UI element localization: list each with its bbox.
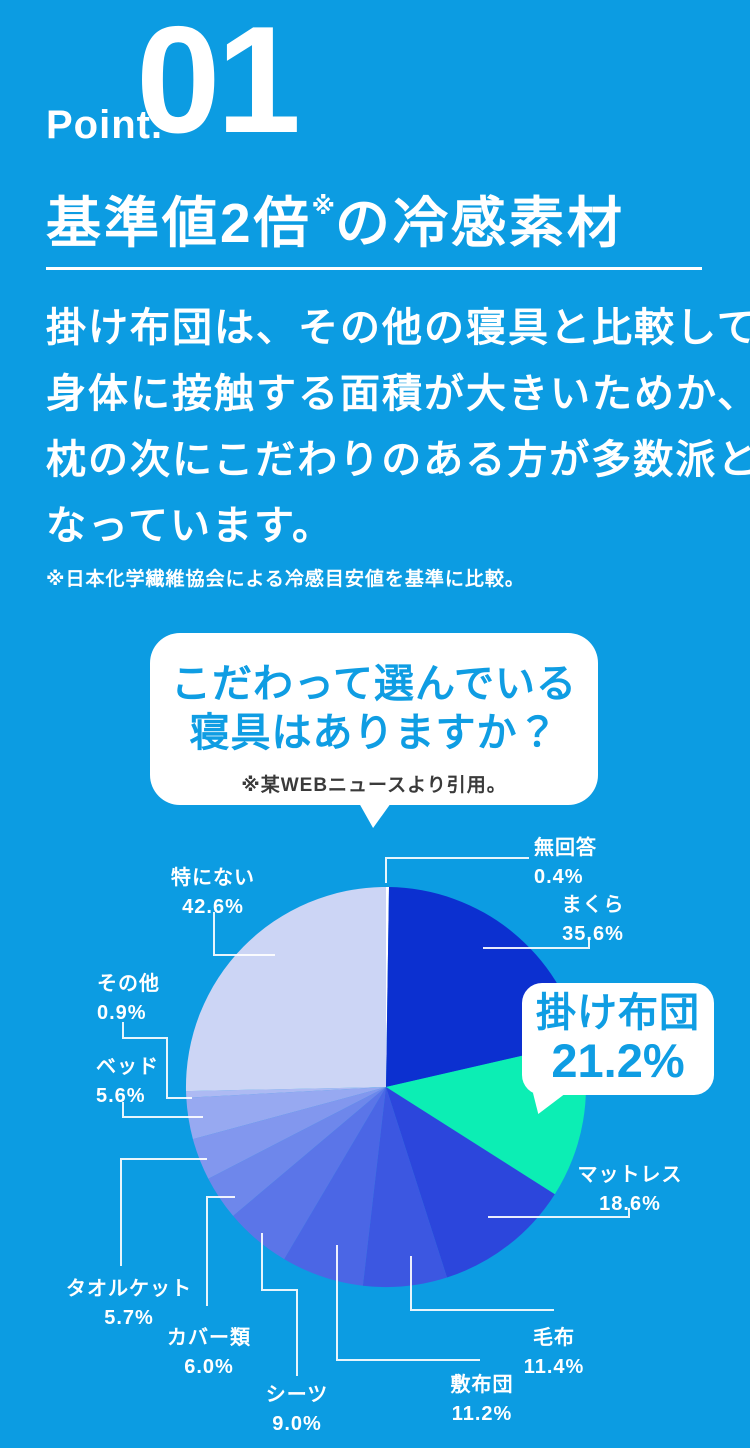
slice-name: まくら <box>561 894 625 916</box>
pie-label-shikibuton: 敷布団 11.2% <box>451 1371 514 1429</box>
slice-name: ベッド <box>96 1056 159 1078</box>
title-note-mark: ※ <box>311 193 335 220</box>
leader-line-bed <box>122 1102 203 1118</box>
slice-name: その他 <box>97 973 160 995</box>
pie-slice-マットレス <box>386 1087 555 1278</box>
point-label: Point. <box>46 103 164 147</box>
slice-name: 毛布 <box>532 1327 575 1349</box>
slice-name: 無回答 <box>534 837 597 859</box>
slice-value: 11.2% <box>451 1403 513 1425</box>
slice-name: シーツ <box>265 1384 329 1406</box>
slice-name: 特にない <box>171 867 255 889</box>
pie-label-other: その他 0.9% <box>97 970 160 1028</box>
intro-line: 枕の次にこだわりのある方が多数派と <box>46 438 750 482</box>
callout-value: 21.2% <box>551 1034 685 1087</box>
bubble-note: ※某WEBニュースより引用。 <box>241 775 507 796</box>
callout-label: 掛け布団 <box>536 991 700 1035</box>
point-number: 01 <box>136 0 301 165</box>
pie-slice-敷布団 <box>284 1087 386 1286</box>
leader-line-covers <box>206 1196 235 1306</box>
title-main: 基準値2倍 <box>46 192 312 254</box>
slice-name: カバー類 <box>167 1327 251 1349</box>
pie-label-blanket: 毛布 11.4% <box>524 1324 585 1382</box>
title-tail: の冷感素材 <box>334 192 625 254</box>
slice-name: マットレス <box>577 1164 683 1186</box>
pie-slice-毛布 <box>362 1087 447 1288</box>
slice-value: 5.6% <box>96 1085 146 1107</box>
bubble-line-1: こだわって選んでいる <box>171 662 577 706</box>
question-bubble: こだわって選んでいる 寝具はありますか？ ※某WEBニュースより引用。 <box>150 633 598 805</box>
slice-name: 敷布団 <box>450 1374 514 1396</box>
leader-line-mattress <box>488 1208 630 1218</box>
intro-line: 身体に接触する面積が大きいためか、 <box>46 372 750 416</box>
slice-value: 35.6% <box>562 923 624 945</box>
leader-lines <box>120 857 630 1376</box>
leader-line-towelket <box>120 1158 207 1266</box>
pie-slice-ベッド <box>186 1087 386 1140</box>
pie-slice-カバー類 <box>208 1087 386 1216</box>
leader-line-none <box>213 912 275 956</box>
pie-label-no-answer: 無回答 0.4% <box>534 834 597 892</box>
slice-name: タオルケット <box>66 1278 192 1300</box>
slice-value: 11.4% <box>523 1356 585 1378</box>
leader-line-blanket <box>410 1256 554 1311</box>
leader-line-sheets <box>261 1233 298 1376</box>
pie-slice-タオルケット <box>192 1087 386 1179</box>
pie-slice-無回答 <box>386 886 389 1087</box>
highlight-callout: 掛け布団 21.2% <box>522 983 714 1095</box>
slice-value: 9.0% <box>272 1413 322 1435</box>
intro-line: 掛け布団は、その他の寝具と比較して <box>46 306 750 350</box>
bubble-line-2: 寝具はありますか？ <box>189 711 559 755</box>
leader-line-no-answer <box>385 857 529 883</box>
slice-value: 18.6% <box>599 1193 661 1215</box>
pie-slice-シーツ <box>233 1087 386 1260</box>
pie-slice-その他 <box>186 1087 386 1098</box>
intro-paragraph: 掛け布団は、その他の寝具と比較して 身体に接触する面積が大きいためか、 枕の次に… <box>46 295 750 559</box>
slice-value: 5.7% <box>104 1307 154 1329</box>
page-title: 基準値2倍※の冷感素材 <box>46 178 625 258</box>
footnote: ※日本化学繊維協会による冷感目安値を基準に比較。 <box>46 569 525 590</box>
leader-line-shikibuton <box>336 1245 480 1361</box>
pie-label-sheets: シーツ 9.0% <box>266 1381 329 1439</box>
slice-value: 42.6% <box>182 896 244 918</box>
intro-line: なっています。 <box>46 504 334 548</box>
pie-label-mattress: マットレス 18.6% <box>578 1161 683 1219</box>
divider <box>46 267 702 270</box>
pie-label-pillow: まくら 35.6% <box>562 891 625 949</box>
pie-label-covers: カバー類 6.0% <box>167 1324 251 1382</box>
pie-label-bed: ベッド 5.6% <box>96 1053 159 1111</box>
pie-label-none: 特にない 42.6% <box>171 864 255 922</box>
pie-label-towelket: タオルケット 5.7% <box>66 1275 192 1333</box>
pie-slice-特にない <box>185 887 386 1092</box>
slice-value: 6.0% <box>184 1356 234 1378</box>
leader-line-pillow <box>483 940 590 949</box>
slice-value: 0.4% <box>534 866 584 888</box>
slice-value: 0.9% <box>97 1002 147 1024</box>
leader-line-other <box>122 1022 192 1099</box>
